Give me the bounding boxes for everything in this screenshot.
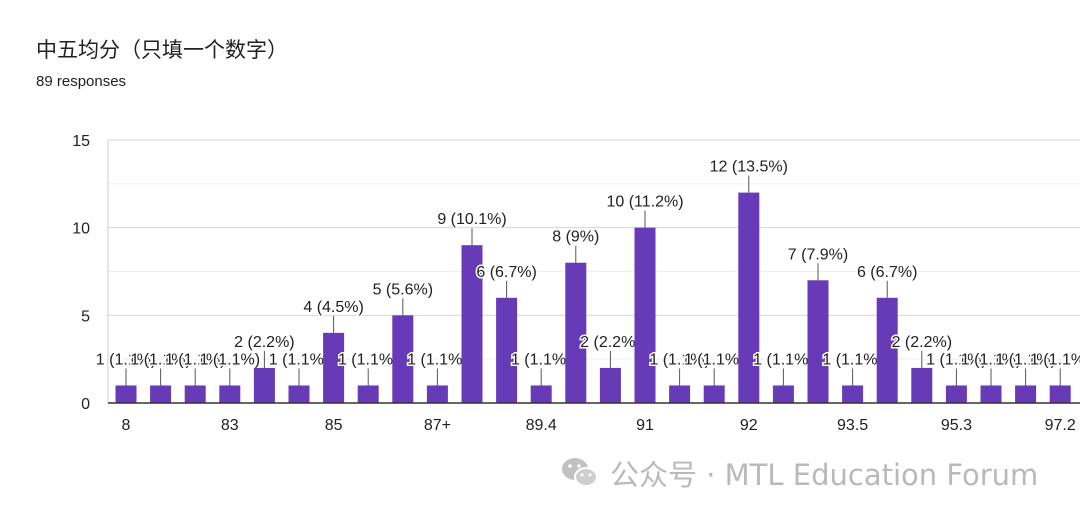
data-label: 1 (1.1%) [269, 351, 329, 368]
bar [219, 385, 241, 403]
data-label: 1 (1.1%) [338, 351, 398, 368]
bar [911, 367, 933, 403]
watermark: 公众号 · MTL Education Forum [560, 452, 1038, 494]
bar [876, 297, 898, 403]
bar [565, 262, 587, 403]
x-tick-label: 93.5 [837, 417, 868, 434]
x-tick-label: 89.4 [526, 417, 557, 434]
bar [115, 385, 137, 403]
x-tick-label: 87+ [424, 417, 451, 434]
bar [634, 227, 656, 403]
bar [426, 385, 448, 403]
bar [980, 385, 1002, 403]
data-label: 2 (2.2%) [580, 334, 640, 351]
bar [150, 385, 172, 403]
data-label: 1 (1.1%) [926, 351, 986, 368]
bar [496, 297, 518, 403]
bar [738, 192, 760, 403]
response-count: 89 responses [36, 73, 127, 90]
data-label: 1 (1.1%) [511, 351, 571, 368]
bar [530, 385, 552, 403]
data-label: 1 (1.1%) [200, 351, 260, 368]
bar [253, 367, 275, 403]
bar [945, 385, 967, 403]
bar [703, 385, 725, 403]
bar [842, 385, 864, 403]
bar [288, 385, 310, 403]
bar [772, 385, 794, 403]
data-label: 1 (1.1%) [1030, 351, 1080, 368]
bar [392, 315, 414, 403]
bar [1049, 385, 1071, 403]
data-label: 2 (2.2%) [892, 334, 952, 351]
x-tick-label: 95.3 [941, 417, 972, 434]
chart-title: 中五均分（只填一个数字） [36, 38, 288, 62]
data-label: 1 (1.1%) [684, 351, 744, 368]
data-label: 6 (6.7%) [476, 264, 536, 281]
bar [669, 385, 691, 403]
wechat-icon [562, 458, 598, 487]
data-label: 2 (2.2%) [234, 334, 294, 351]
data-label: 1 (1.1%) [961, 351, 1021, 368]
bar [1015, 385, 1037, 403]
data-label: 6 (6.7%) [857, 264, 917, 281]
data-label: 12 (13.5%) [710, 159, 788, 176]
bar [807, 280, 829, 403]
x-tick-label: 83 [221, 417, 239, 434]
x-tick-label: 8 [122, 417, 131, 434]
data-label: 8 (9%) [552, 229, 599, 246]
data-label: 1 (1.1%) [649, 351, 709, 368]
bar [184, 385, 206, 403]
data-label: 7 (7.9%) [788, 246, 848, 263]
data-label: 1 (1.1%) [822, 351, 882, 368]
bar [461, 245, 483, 403]
data-label: 1 (1.1%) [165, 351, 225, 368]
watermark-text: 公众号 · MTL Education Forum [610, 458, 1039, 492]
bar [323, 332, 345, 403]
y-tick-label: 0 [81, 396, 90, 413]
y-tick-label: 15 [72, 133, 90, 150]
data-label: 1 (1.1%) [96, 351, 156, 368]
data-label: 1 (1.1%) [130, 351, 190, 368]
y-tick-label: 5 [81, 308, 90, 325]
data-label: 1 (1.1%) [753, 351, 813, 368]
x-tick-label: 97.2 [1045, 417, 1076, 434]
data-label: 4 (4.5%) [303, 299, 363, 316]
bar [357, 385, 379, 403]
x-tick-label: 92 [740, 417, 758, 434]
data-label: 1 (1.1%) [995, 351, 1055, 368]
data-label: 1 (1.1%) [407, 351, 467, 368]
data-label: 5 (5.6%) [373, 281, 433, 298]
x-tick-label: 91 [636, 417, 654, 434]
y-tick-label: 10 [72, 221, 90, 238]
data-label: 10 (11.2%) [606, 194, 683, 211]
x-tick-label: 85 [325, 417, 343, 434]
bar [599, 367, 621, 403]
data-label: 9 (10.1%) [437, 211, 506, 228]
